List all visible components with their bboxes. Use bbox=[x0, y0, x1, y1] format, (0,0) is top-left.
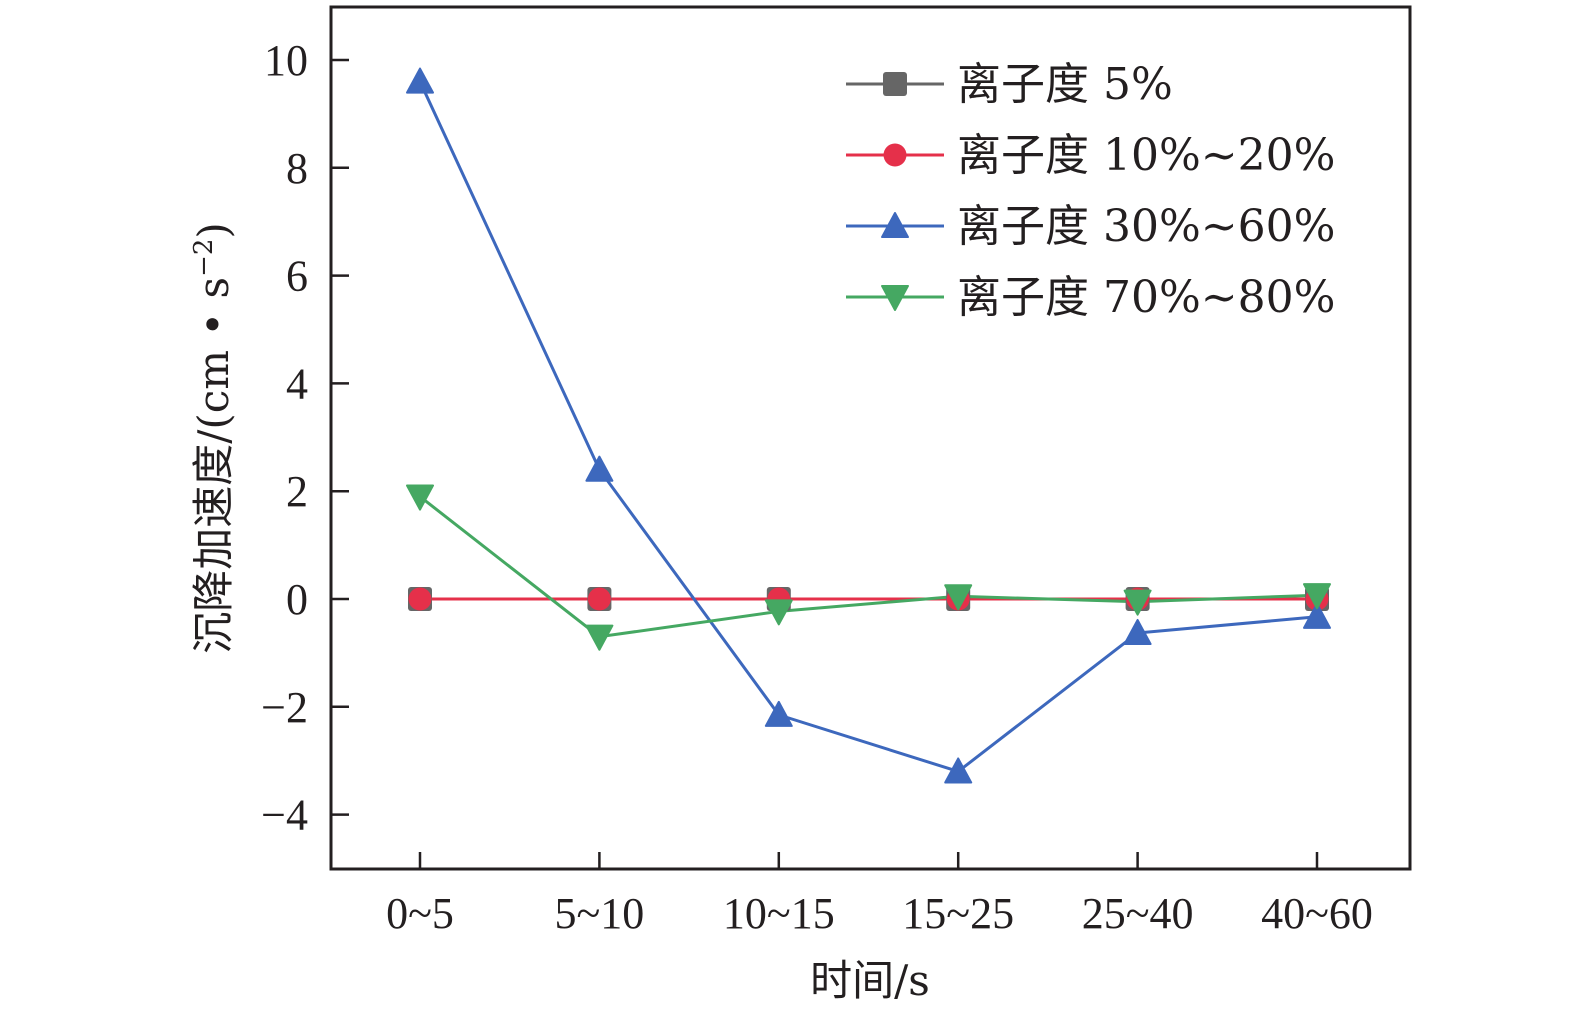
series-markers bbox=[406, 67, 1331, 784]
y-tick-label: −4 bbox=[261, 791, 308, 840]
data-point-series-4 bbox=[585, 624, 614, 651]
legend-marker-triangle-down bbox=[881, 284, 909, 311]
y-axis-title-main: 沉降加速度/(cm • s bbox=[189, 277, 238, 654]
series-line-4 bbox=[419, 495, 1318, 639]
data-point-series-4 bbox=[1303, 583, 1331, 610]
legend-item: 离子度 30%~60% bbox=[846, 201, 1335, 252]
y-tick-label: 10 bbox=[264, 36, 308, 85]
data-point-series-2 bbox=[587, 587, 611, 611]
y-tick-label: 2 bbox=[286, 467, 308, 516]
x-tick-label: 0~5 bbox=[386, 889, 454, 938]
data-point-series-4 bbox=[764, 599, 793, 626]
y-axis-title-superscript: −2 bbox=[189, 239, 219, 277]
legend-marker-square bbox=[883, 72, 907, 96]
y-axis-title-close: ) bbox=[189, 222, 238, 238]
x-tick-label: 10~15 bbox=[723, 889, 835, 938]
legend-item: 离子度 10%~20% bbox=[846, 130, 1335, 181]
x-tick-label: 40~60 bbox=[1261, 889, 1373, 938]
legend: 离子度 5% 离子度 10%~20% 离子度 30%~60% 离子度 70%~80% bbox=[846, 59, 1335, 323]
legend-label: 离子度 5% bbox=[957, 59, 1173, 110]
data-point-series-3 bbox=[764, 700, 793, 727]
legend-marker-triangle-up bbox=[881, 212, 909, 239]
y-tick-label: −2 bbox=[261, 683, 308, 732]
data-point-series-2 bbox=[408, 587, 432, 611]
data-point-series-4 bbox=[406, 484, 434, 511]
x-axis: 0~5 5~10 10~15 15~25 25~40 40~60 bbox=[386, 852, 1373, 938]
x-tick-label: 25~40 bbox=[1082, 889, 1194, 938]
data-point-series-3 bbox=[585, 455, 614, 482]
data-point-series-4 bbox=[944, 584, 973, 611]
x-axis-title: 时间/s bbox=[810, 956, 930, 1005]
data-point-series-3 bbox=[1123, 618, 1152, 646]
x-tick-label: 15~25 bbox=[902, 889, 1014, 938]
data-point-series-3 bbox=[1303, 602, 1331, 629]
y-tick-label: 6 bbox=[286, 252, 308, 301]
legend-label: 离子度 10%~20% bbox=[957, 130, 1335, 181]
y-tick-label: 0 bbox=[286, 575, 308, 624]
legend-label: 离子度 30%~60% bbox=[957, 201, 1335, 252]
data-point-series-4 bbox=[1123, 589, 1152, 616]
series-line-3 bbox=[418, 80, 1318, 774]
legend-label: 离子度 70%~80% bbox=[957, 272, 1335, 323]
data-point-series-3 bbox=[406, 67, 434, 94]
y-tick-label: 4 bbox=[286, 359, 308, 408]
data-point-series-3 bbox=[944, 757, 973, 784]
legend-item: 离子度 5% bbox=[846, 59, 1173, 110]
plot-frame bbox=[329, 5, 1412, 871]
x-tick-label: 5~10 bbox=[554, 889, 644, 938]
y-axis: −4 −2 0 2 4 6 8 10 bbox=[261, 36, 349, 840]
plot-border bbox=[329, 5, 1412, 871]
y-axis-title: 沉降加速度/(cm • s−2) bbox=[189, 222, 238, 654]
y-tick-label: 8 bbox=[286, 144, 308, 193]
legend-marker-circle bbox=[883, 143, 907, 167]
series-lines bbox=[418, 80, 1318, 774]
legend-item: 离子度 70%~80% bbox=[846, 272, 1335, 323]
